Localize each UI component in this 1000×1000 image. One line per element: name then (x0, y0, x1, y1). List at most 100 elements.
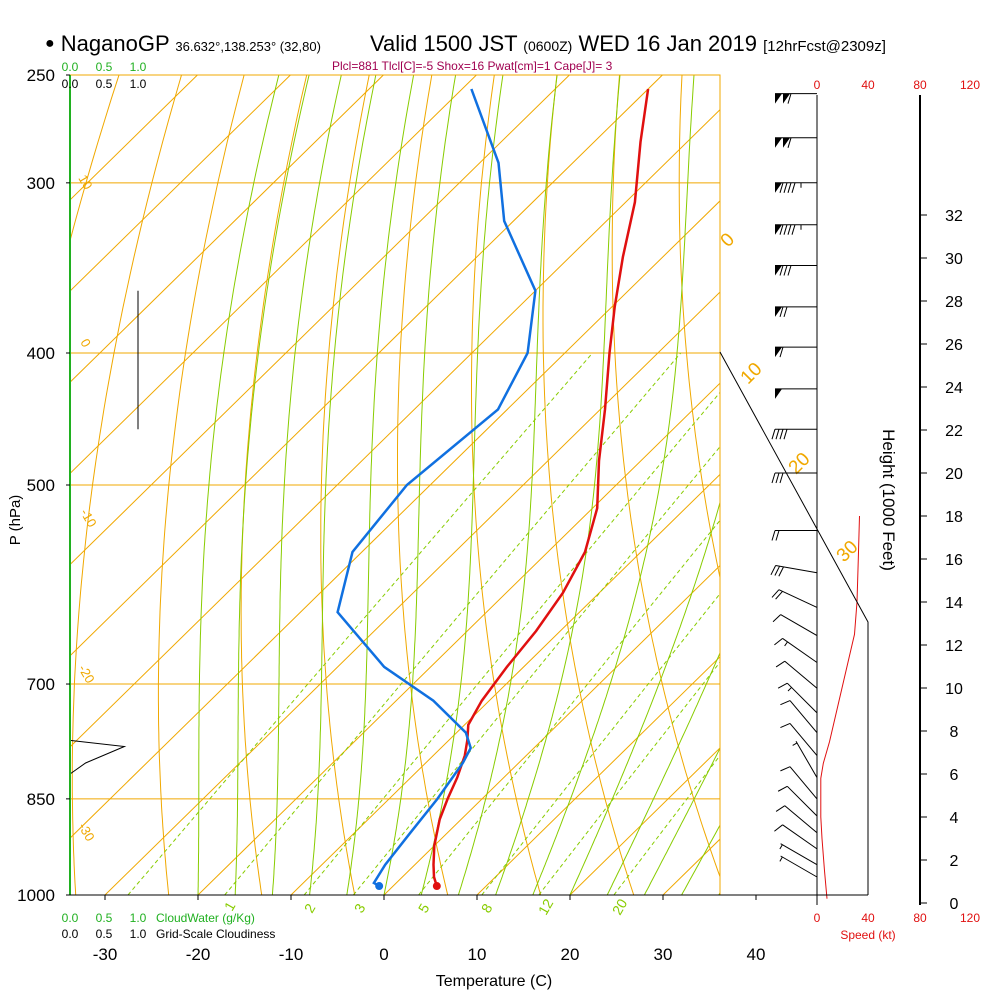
pressure-tick-label: 500 (27, 476, 55, 495)
wind-barb-staff (784, 805, 818, 834)
speed-tick-label-bottom: 120 (960, 911, 980, 925)
moist-adiabat-line (234, 75, 310, 895)
dry-adiabat-label: -30 (75, 820, 97, 844)
wind-barb (774, 824, 818, 850)
valid-time: Valid 1500 JST (0600Z) WED 16 Jan 2019 [… (370, 31, 886, 57)
pressure-tick-label: 1000 (17, 886, 55, 905)
wind-barb-flag (783, 224, 788, 235)
wind-barb-flag (783, 265, 788, 276)
temperature-tick-label: 0 (379, 945, 388, 964)
wind-barb-flag (779, 265, 784, 276)
moist-adiabat-line (346, 75, 415, 895)
wind-barb-flag (771, 429, 776, 440)
moist-adiabat-line (197, 75, 280, 895)
moist-adiabat-line (606, 651, 720, 895)
wind-barb (774, 638, 818, 663)
wind-barb-staff (782, 824, 818, 850)
moist-adiabat-line (495, 75, 621, 895)
dry-adiabat-line (71, 75, 182, 895)
isotherm-line (70, 200, 720, 839)
wind-barb-staff (789, 723, 818, 756)
wind-barb-half-flag (792, 742, 798, 746)
wind-barb-flag (791, 224, 796, 235)
wind-barb-staff (784, 660, 818, 689)
height-tick-label: 10 (945, 681, 963, 698)
wind-barb-flag (775, 591, 783, 600)
wind-barb (792, 740, 818, 778)
wind-barb (775, 388, 817, 399)
wind-barb (770, 565, 818, 577)
speed-tick-label-top: 80 (913, 78, 927, 92)
wind-barb-staff (789, 766, 818, 800)
mixing-ratio-line (481, 593, 720, 895)
surface-dewpoint-marker (375, 882, 384, 891)
cloud-water-scale-top: 0.5 (96, 60, 113, 74)
dry-adiabat-line (471, 75, 542, 895)
dry-adiabat-line (542, 75, 635, 895)
wind-barb-flag (775, 429, 780, 440)
wind-barb (775, 306, 817, 318)
mixing-ratio-label: 12 (535, 896, 557, 918)
wind-speed-line (820, 515, 860, 899)
wind-barb-flag (771, 589, 780, 598)
wind-barb-staff (775, 565, 818, 574)
frame-layer (66, 74, 927, 905)
speed-axis-label: Speed (kt) (840, 928, 895, 942)
cloudiness-line-lower (69, 739, 127, 775)
wind-barb (775, 265, 817, 276)
surface-temperature-marker (432, 882, 441, 891)
height-tick-label: 14 (945, 595, 963, 612)
isotherm-line (290, 473, 720, 895)
dry-adiabat-line (397, 75, 449, 895)
height-tick-label: 8 (950, 724, 959, 741)
wind-barb-half-flag (787, 687, 792, 692)
pressure-tick-label: 250 (27, 66, 55, 85)
forecast-info: [12hrFcst@2309z] (763, 38, 886, 55)
cloudiness-scale-bottom: 1.0 (130, 927, 147, 941)
isotherm-line (849, 75, 1000, 895)
wind-barb (779, 843, 818, 866)
cloud-water-scale-bottom: 0.0 (62, 911, 79, 925)
wind-barb (775, 182, 817, 193)
isotherm-line (70, 109, 720, 748)
y-axis-label: P (hPa) (7, 495, 24, 546)
isotherm-line (70, 75, 291, 292)
isotherm-line (104, 291, 720, 895)
wind-barb-staff (789, 700, 818, 734)
wind-barb-flag (779, 182, 784, 193)
station-name: NaganoGP (60, 31, 170, 56)
wind-barb-pennant (775, 182, 782, 193)
dewpoint-line (336, 88, 537, 888)
wind-barb-flag (787, 93, 792, 104)
wind-barb (775, 805, 818, 834)
dry-adiabat-label: 0 (77, 336, 94, 350)
wind-barb-flag (775, 530, 780, 541)
wind-barb (771, 472, 817, 484)
height-tick-label: 22 (945, 423, 963, 440)
dry-adiabat-label: 10 (75, 172, 95, 192)
wind-barb-flag (783, 306, 788, 318)
speed-tick-label-top: 0 (814, 78, 821, 92)
wind-barb-flag (780, 700, 791, 706)
moist-adiabat-line (569, 500, 720, 895)
wind-barb-flag (787, 265, 792, 276)
dry-adiabat-line (995, 75, 1000, 895)
pressure-tick-label: 400 (27, 344, 55, 363)
wind-barb-half-flag (779, 844, 783, 850)
dry-adiabat-line (932, 75, 1000, 895)
temperature-tick-label: 20 (561, 945, 580, 964)
moist-adiabat-line (532, 75, 695, 895)
cloudiness-scale-top: 0.0 (62, 77, 79, 91)
cloudiness-scale-bottom: 0.0 (62, 927, 79, 941)
temperature-tick-label: -30 (93, 945, 118, 964)
wind-barb-staff (780, 843, 818, 866)
isotherm-line (70, 75, 570, 566)
isotherm-line (70, 75, 663, 657)
mixing-ratio-label: 2 (301, 901, 319, 916)
wind-barb-pennant (775, 265, 782, 276)
wind-barb (775, 346, 817, 358)
dry-adiabat-line (678, 75, 720, 580)
wind-barb (777, 682, 818, 714)
